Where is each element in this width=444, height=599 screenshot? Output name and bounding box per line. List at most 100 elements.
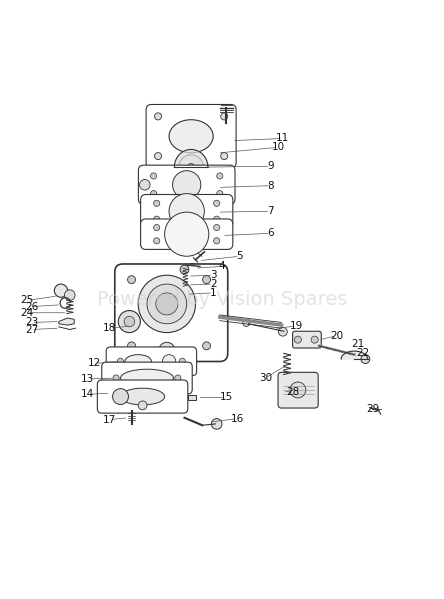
Circle shape <box>202 342 210 350</box>
Circle shape <box>138 275 195 332</box>
Circle shape <box>156 293 178 315</box>
Text: 13: 13 <box>81 374 95 384</box>
Circle shape <box>159 342 175 358</box>
Text: 4: 4 <box>219 261 225 271</box>
Text: 11: 11 <box>276 134 289 143</box>
Text: Powered by Vision Spares: Powered by Vision Spares <box>97 290 347 309</box>
Circle shape <box>154 216 160 222</box>
Circle shape <box>138 401 147 410</box>
Circle shape <box>183 285 188 290</box>
Circle shape <box>165 212 209 256</box>
Circle shape <box>127 342 135 350</box>
Circle shape <box>217 173 223 179</box>
Text: 12: 12 <box>88 358 102 368</box>
Text: 2: 2 <box>210 279 217 289</box>
Circle shape <box>214 238 220 244</box>
Text: 1: 1 <box>210 288 217 298</box>
Circle shape <box>113 389 128 404</box>
Circle shape <box>155 153 162 159</box>
Ellipse shape <box>120 369 174 387</box>
Circle shape <box>163 355 176 368</box>
FancyBboxPatch shape <box>141 219 233 249</box>
Circle shape <box>214 225 220 231</box>
FancyBboxPatch shape <box>115 264 228 361</box>
Circle shape <box>211 419 222 429</box>
Circle shape <box>127 276 135 283</box>
Text: 17: 17 <box>103 415 117 425</box>
FancyBboxPatch shape <box>97 380 188 413</box>
Circle shape <box>311 336 318 343</box>
Text: 20: 20 <box>330 331 343 341</box>
Circle shape <box>179 358 186 364</box>
Text: 18: 18 <box>103 323 116 333</box>
Text: 21: 21 <box>351 338 365 349</box>
Circle shape <box>155 113 162 120</box>
Circle shape <box>64 290 75 300</box>
Circle shape <box>113 375 119 381</box>
Circle shape <box>214 216 220 222</box>
Circle shape <box>202 276 210 283</box>
Circle shape <box>190 264 194 268</box>
Circle shape <box>217 190 223 196</box>
Text: 19: 19 <box>289 321 303 331</box>
FancyBboxPatch shape <box>102 362 192 394</box>
Circle shape <box>151 190 157 196</box>
Circle shape <box>139 180 150 190</box>
Bar <box>188 395 196 400</box>
Text: 15: 15 <box>220 392 233 403</box>
Text: 7: 7 <box>267 206 274 216</box>
Circle shape <box>173 171 201 199</box>
Circle shape <box>151 173 157 179</box>
Text: 28: 28 <box>286 387 299 397</box>
Text: 9: 9 <box>267 161 274 171</box>
Circle shape <box>214 200 220 207</box>
Text: 24: 24 <box>20 308 34 317</box>
Text: 29: 29 <box>366 404 380 414</box>
FancyBboxPatch shape <box>106 347 197 376</box>
Circle shape <box>118 310 140 332</box>
FancyBboxPatch shape <box>141 195 233 228</box>
FancyBboxPatch shape <box>139 165 235 204</box>
FancyBboxPatch shape <box>293 331 321 348</box>
Text: 14: 14 <box>81 389 95 400</box>
Text: 16: 16 <box>231 414 244 423</box>
Circle shape <box>54 284 67 297</box>
Circle shape <box>290 382 306 398</box>
Circle shape <box>169 193 204 229</box>
Circle shape <box>117 358 123 364</box>
Circle shape <box>154 238 160 244</box>
Text: 25: 25 <box>20 295 34 305</box>
Circle shape <box>294 336 301 343</box>
Circle shape <box>361 355 370 364</box>
Circle shape <box>154 225 160 231</box>
Circle shape <box>187 164 194 171</box>
Circle shape <box>179 155 203 180</box>
Text: 26: 26 <box>25 301 38 311</box>
Text: 3: 3 <box>210 270 217 280</box>
Circle shape <box>243 319 250 326</box>
Circle shape <box>180 265 189 274</box>
Text: 23: 23 <box>25 317 38 328</box>
Text: 27: 27 <box>25 325 38 334</box>
Text: 30: 30 <box>259 373 272 383</box>
Circle shape <box>124 316 135 327</box>
Polygon shape <box>341 351 368 359</box>
Circle shape <box>147 284 187 324</box>
Circle shape <box>278 327 287 336</box>
Circle shape <box>154 200 160 207</box>
Ellipse shape <box>125 355 151 368</box>
Text: 22: 22 <box>357 349 370 358</box>
Circle shape <box>221 153 228 159</box>
Circle shape <box>182 268 189 276</box>
Ellipse shape <box>169 120 213 153</box>
FancyBboxPatch shape <box>146 104 236 168</box>
Text: 8: 8 <box>267 181 274 190</box>
Ellipse shape <box>120 388 165 405</box>
Text: 5: 5 <box>236 251 243 261</box>
Polygon shape <box>59 318 74 325</box>
FancyBboxPatch shape <box>278 373 318 408</box>
Text: 10: 10 <box>272 143 285 152</box>
Circle shape <box>175 375 181 381</box>
Text: 6: 6 <box>267 228 274 238</box>
Circle shape <box>221 113 228 120</box>
